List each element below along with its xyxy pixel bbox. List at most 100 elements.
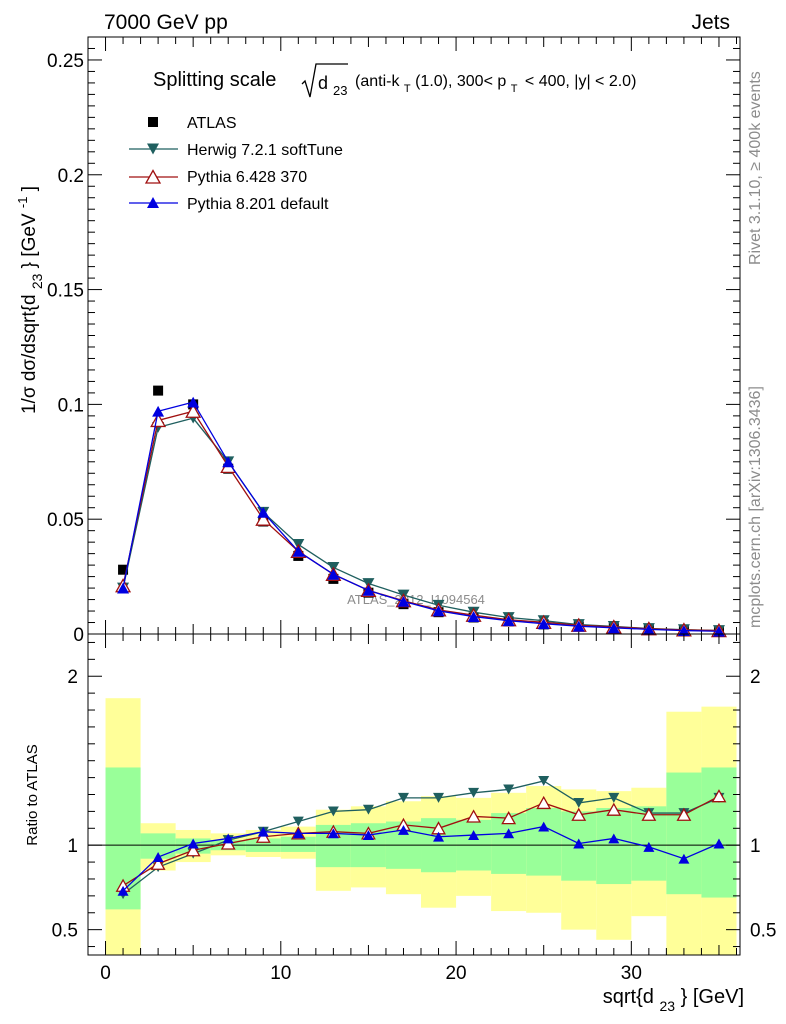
analysis-watermark: ATLAS_2012_I1094564 [347, 592, 485, 607]
ratio-point-pythia-6-428-370 [185, 843, 201, 857]
svg-text:Splitting scale: Splitting scale [153, 69, 276, 91]
ratio-y-tick-label: 2 [67, 667, 78, 688]
main-y-label-b-sup: -1 [15, 197, 30, 209]
series-line-pythia-6-428-370 [122, 410, 719, 632]
data-point-atlas [118, 564, 129, 575]
x-label-a-sub: 23 [659, 998, 675, 1014]
data-point-pythia-8-201-default [397, 595, 410, 607]
ratio-point-pythia-8-201-default [362, 830, 374, 840]
ratio-point-pythia-6-428-370 [676, 807, 692, 821]
ratio-point-pythia-8-201-default [538, 821, 550, 832]
ratio-plot-panel: 0 10 20 30 0.5 0.5 1 1 2 2 Ratio to ATLAS sqrt{d … [24, 633, 776, 1016]
title-cut-a-sub: T [404, 83, 411, 95]
ratio-point-pythia-6-428-370 [466, 809, 482, 823]
main-y-axis-label: 1/σ dσ/dsqrt{d 23 } [GeV -1 ] [11, 186, 47, 414]
main-y-label-a: 1/σ dσ/dsqrt{d [19, 294, 40, 414]
legend-marker-herwig [147, 143, 159, 155]
ratio-point-pythia-8-201-default [257, 826, 269, 837]
legend-marker-pythia8 [147, 197, 159, 208]
ratio-line-pythia-6-428-370 [122, 795, 720, 887]
ratio-point-pythia-8-201-default [608, 833, 620, 844]
ratio-point-pythia-8-201-default [222, 833, 234, 844]
ratio-point-pythia-8-201-default [292, 828, 304, 839]
ratio-point-pythia-8-201-default [468, 830, 480, 840]
x-label-a: sqrt{d [603, 986, 654, 1008]
data-point-pythia-6-428-370 [255, 511, 272, 526]
main-plot-frame [87, 36, 741, 635]
data-point-pythia-8-201-default [152, 405, 165, 417]
ratio-y-tick-label-right: 2 [750, 667, 761, 688]
ratio-y-axis-label: Ratio to ATLAS [24, 744, 41, 845]
main-y-tick-label: 0.2 [58, 166, 84, 187]
data-point-pythia-8-201-default [432, 605, 445, 617]
legend-label-pythia8: Pythia 8.201 default [187, 196, 329, 213]
ratio-line-herwig-7-2-1-softtune [122, 780, 720, 895]
data-point-pythia-8-201-default [292, 545, 305, 557]
ratio-point-pythia-8-201-default [573, 838, 585, 849]
title-sqrt-sign [301, 63, 348, 98]
legend-label-atlas: ATLAS [187, 115, 237, 132]
main-y-tick-label: 0.15 [47, 281, 84, 302]
ratio-point-pythia-8-201-default [152, 852, 164, 862]
x-axis-label: sqrt{d 23 } [GeV] [603, 986, 744, 1016]
ratio-point-pythia-6-428-370 [641, 807, 657, 821]
ratio-point-herwig-7-2-1-softtune [292, 816, 304, 827]
ratio-point-pythia-6-428-370 [571, 807, 587, 821]
legend: ATLAS Herwig 7.2.1 softTune Pythia 6.428… [129, 115, 343, 213]
ratio-point-pythia-8-201-default [713, 838, 725, 849]
ratio-point-pythia-6-428-370 [501, 811, 517, 825]
ratio-point-pythia-8-201-default [397, 825, 409, 835]
x-tick-label: 20 [445, 963, 466, 984]
title-cut-c: < 400, |y| < 2.0) [525, 73, 637, 90]
title-cut-b-sub: T [511, 83, 518, 95]
ratio-y-tick-label: 1 [67, 836, 78, 857]
legend-label-herwig: Herwig 7.2.1 softTune [187, 142, 343, 159]
data-point-pythia-8-201-default [257, 506, 270, 518]
series-line-pythia-8-201-default [122, 401, 719, 632]
data-point-pythia-6-428-370 [150, 412, 167, 428]
ratio-point-pythia-8-201-default [433, 831, 445, 842]
data-point-pythia-8-201-default [222, 456, 235, 468]
ratio-line-pythia-8-201-default [122, 825, 720, 892]
ratio-point-pythia-6-428-370 [150, 856, 166, 870]
ratio-point-herwig-7-2-1-softtune [538, 776, 550, 786]
uncertainty-band-inner [596, 808, 632, 885]
title-radicand: d [318, 73, 328, 93]
uncertainty-band-inner [526, 808, 562, 876]
x-tick-label: 30 [621, 963, 642, 984]
ratio-point-herwig-7-2-1-softtune [608, 792, 620, 803]
svg-text:d 23: d 23 [318, 73, 348, 98]
ratio-point-pythia-8-201-default [643, 841, 655, 852]
data-point-pythia-8-201-default [677, 625, 690, 636]
ratio-plot-frame [87, 633, 741, 956]
data-point-atlas [153, 385, 164, 396]
ratio-point-pythia-8-201-default [503, 828, 515, 839]
data-point-pythia-8-201-default [537, 618, 550, 630]
ratio-point-herwig-7-2-1-softtune [362, 804, 374, 815]
main-y-label-c: ] [19, 186, 40, 191]
ratio-y-tick-label-right: 1 [750, 836, 761, 857]
legend-marker-pythia6 [144, 169, 162, 184]
header-right-label: Jets [691, 11, 730, 34]
ratio-axis-ticks: 0 10 20 30 0.5 0.5 1 1 2 2 [52, 634, 776, 984]
ratio-point-pythia-6-428-370 [711, 789, 727, 803]
ratio-point-pythia-6-428-370 [606, 802, 622, 816]
svg-text:(anti-k T (1.0: (anti-k T (1.0), 300< p T < 400, |y| < 2… [355, 73, 636, 96]
title-cut-b: (1.0), 300< p [415, 73, 506, 90]
ratio-point-pythia-6-428-370 [536, 795, 552, 810]
main-y-tick-label: 0.1 [58, 395, 84, 416]
x-tick-label: 10 [270, 963, 291, 984]
uncertainty-band-inner [666, 772, 702, 895]
legend-label-pythia6: Pythia 6.428 370 [187, 169, 307, 186]
uncertainty-band-inner [280, 836, 316, 852]
data-point-pythia-6-428-370 [185, 403, 202, 418]
main-y-tick-label: 0.25 [47, 51, 84, 72]
data-point-pythia-8-201-default [572, 620, 585, 632]
main-axis-ticks: 0 0.05 0.1 0.15 0.2 0.25 [47, 36, 740, 646]
title-main: Splitting scale [153, 69, 276, 91]
ratio-point-herwig-7-2-1-softtune [573, 797, 585, 808]
ratio-y-tick-label: 0.5 [52, 921, 78, 942]
mcplots-caption: mcplots.cern.ch [arXiv:1306.3436] [747, 386, 764, 628]
title-radicand-sub: 23 [333, 83, 347, 98]
